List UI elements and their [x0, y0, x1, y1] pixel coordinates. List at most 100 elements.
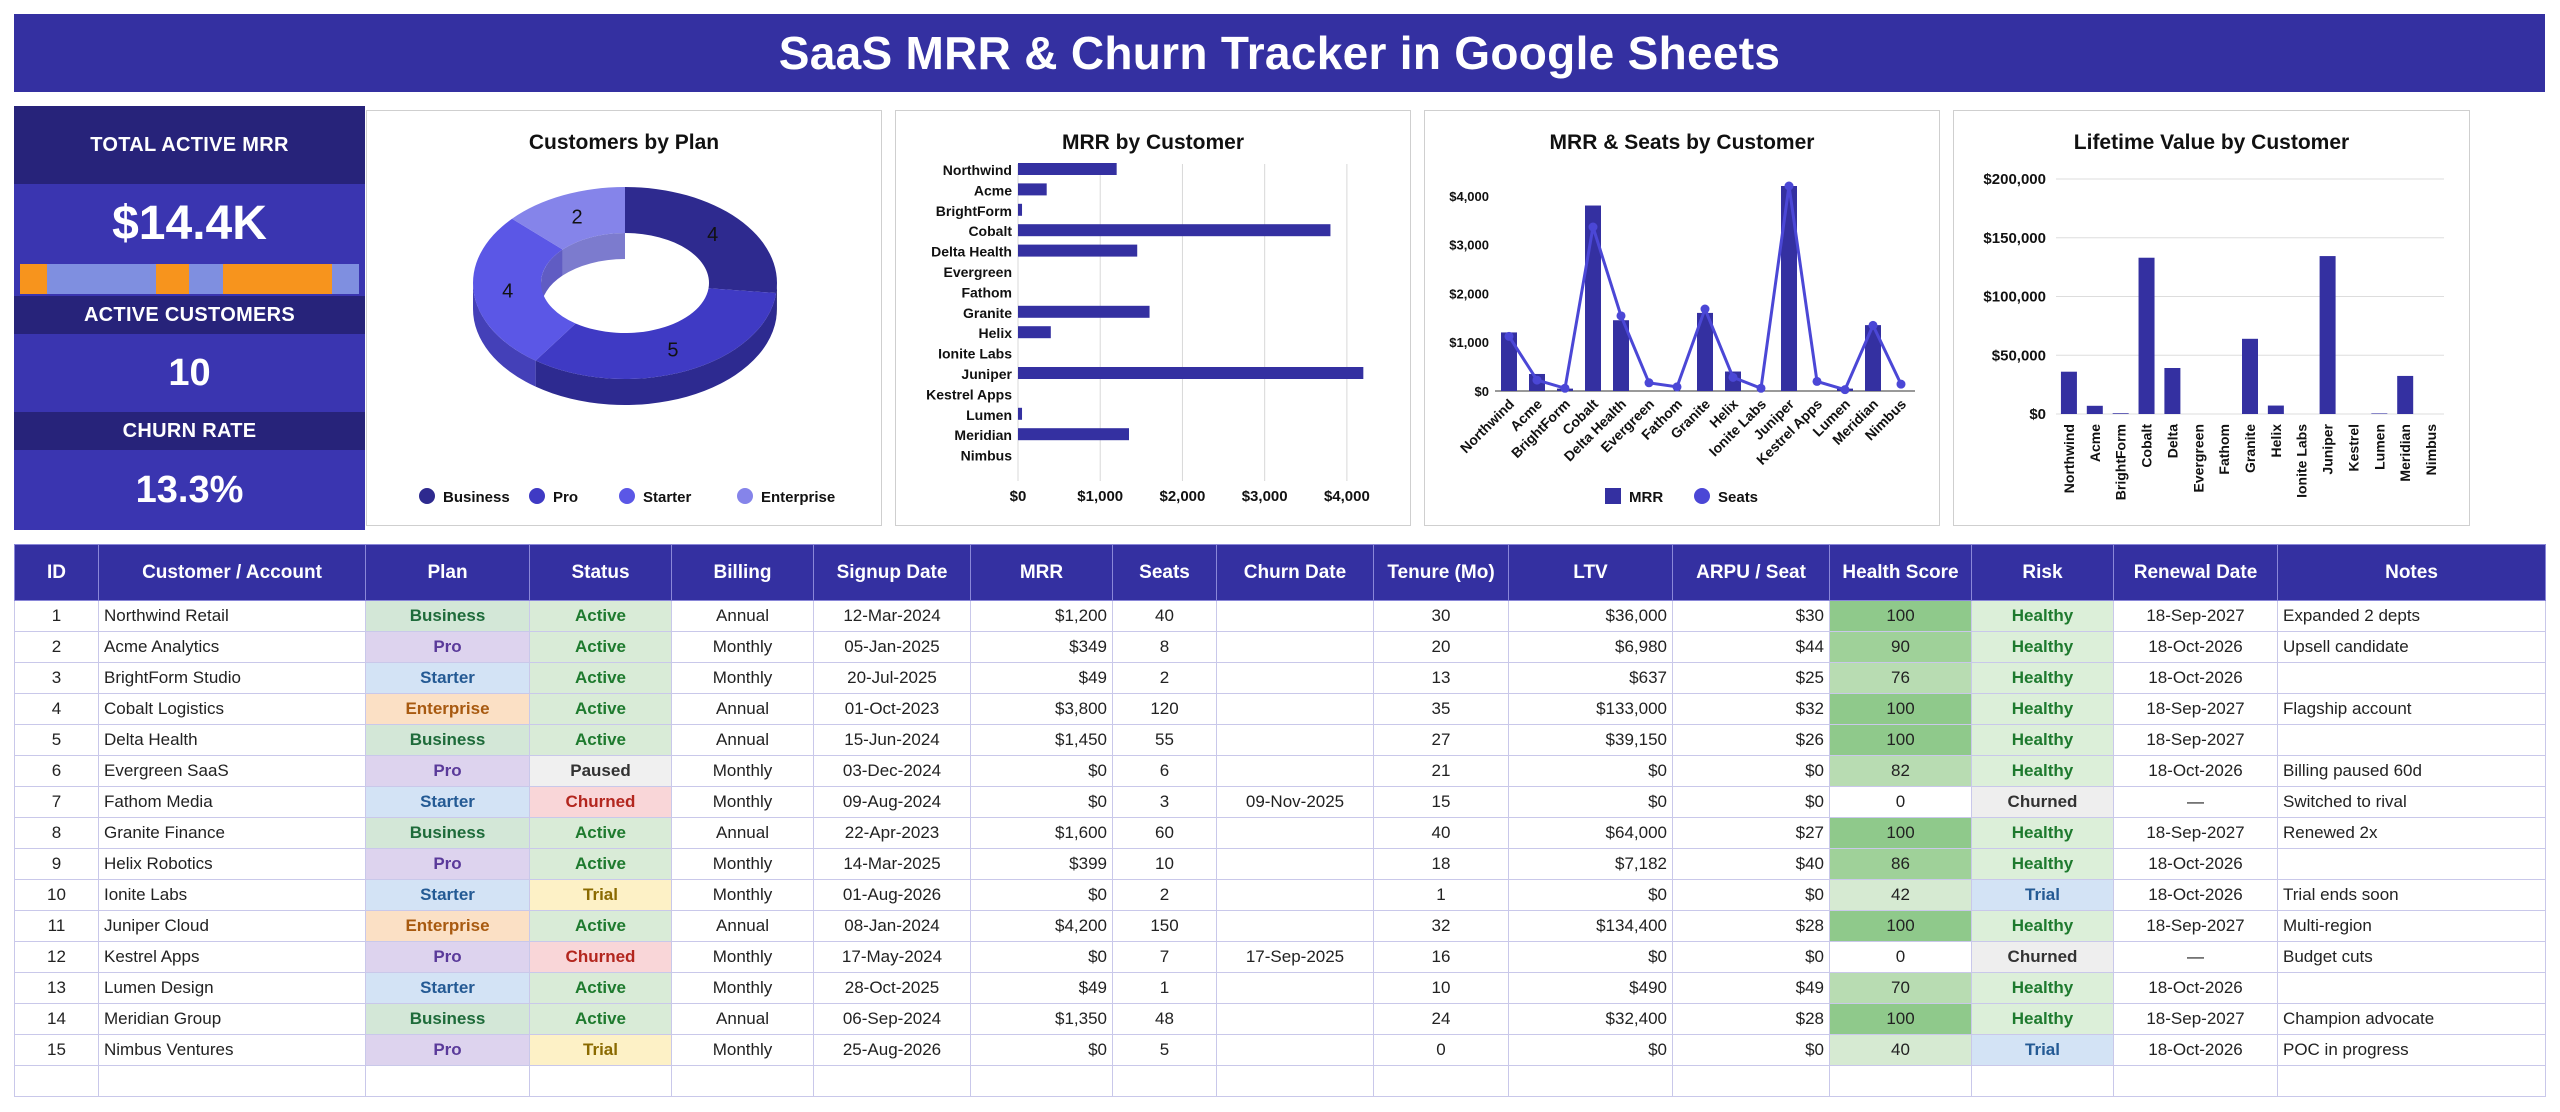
mrr-cell[interactable]: $1,450 — [970, 724, 1113, 756]
status-badge[interactable]: Active — [529, 662, 672, 694]
plan-badge[interactable]: Pro — [365, 755, 530, 787]
status-badge[interactable]: Trial — [529, 1034, 672, 1066]
renewal-date-cell[interactable]: — — [2113, 786, 2278, 818]
mrr-cell[interactable]: $1,600 — [970, 817, 1113, 849]
risk-badge[interactable]: Churned — [1971, 941, 2114, 973]
customer-cell[interactable]: Granite Finance — [98, 817, 366, 849]
risk-badge[interactable]: Healthy — [1971, 972, 2114, 1004]
seats-cell[interactable]: 8 — [1112, 631, 1217, 663]
plan-badge[interactable]: Starter — [365, 879, 530, 911]
churn-date-cell[interactable] — [1216, 631, 1374, 663]
signup-date-cell[interactable]: 01-Aug-2026 — [813, 879, 971, 911]
plan-badge[interactable]: Pro — [365, 848, 530, 880]
table-row[interactable]: 13 Lumen Design Starter Active Monthly 28-Oct… — [14, 972, 2546, 1004]
status-badge[interactable]: Active — [529, 1003, 672, 1035]
churn-date-cell[interactable] — [1216, 972, 1374, 1004]
empty-cell[interactable] — [1508, 1065, 1673, 1097]
plan-badge[interactable]: Starter — [365, 972, 530, 1004]
tenure-cell[interactable]: 16 — [1373, 941, 1509, 973]
tenure-cell[interactable]: 20 — [1373, 631, 1509, 663]
signup-date-cell[interactable]: 14-Mar-2025 — [813, 848, 971, 880]
ltv-cell[interactable]: $637 — [1508, 662, 1673, 694]
arpu-cell[interactable]: $32 — [1672, 693, 1830, 725]
customer-cell[interactable]: Ionite Labs — [98, 879, 366, 911]
table-row[interactable]: 3 BrightForm Studio Starter Active Monthly 20… — [14, 662, 2546, 694]
plan-badge[interactable]: Enterprise — [365, 910, 530, 942]
arpu-cell[interactable]: $25 — [1672, 662, 1830, 694]
id-cell[interactable]: 1 — [14, 600, 99, 632]
plan-badge[interactable]: Enterprise — [365, 693, 530, 725]
customer-cell[interactable]: Helix Robotics — [98, 848, 366, 880]
renewal-date-cell[interactable]: 18-Oct-2026 — [2113, 755, 2278, 787]
empty-cell[interactable] — [14, 1065, 99, 1097]
churn-date-cell[interactable] — [1216, 662, 1374, 694]
notes-cell[interactable]: Flagship account — [2277, 693, 2546, 725]
tenure-cell[interactable]: 24 — [1373, 1003, 1509, 1035]
table-row[interactable]: 2 Acme Analytics Pro Active Monthly 05-Jan-20… — [14, 631, 2546, 663]
health-score-cell[interactable]: 76 — [1829, 662, 1972, 694]
renewal-date-cell[interactable]: — — [2113, 941, 2278, 973]
arpu-cell[interactable]: $0 — [1672, 879, 1830, 911]
churn-date-cell[interactable] — [1216, 910, 1374, 942]
risk-badge[interactable]: Healthy — [1971, 848, 2114, 880]
health-score-cell[interactable]: 40 — [1829, 1034, 1972, 1066]
notes-cell[interactable]: Multi-region — [2277, 910, 2546, 942]
tenure-cell[interactable]: 0 — [1373, 1034, 1509, 1066]
arpu-cell[interactable]: $27 — [1672, 817, 1830, 849]
signup-date-cell[interactable]: 28-Oct-2025 — [813, 972, 971, 1004]
mrr-cell[interactable]: $0 — [970, 879, 1113, 911]
empty-cell[interactable] — [2113, 1065, 2278, 1097]
risk-badge[interactable]: Healthy — [1971, 724, 2114, 756]
notes-cell[interactable] — [2277, 972, 2546, 1004]
risk-badge[interactable]: Trial — [1971, 879, 2114, 911]
status-badge[interactable]: Churned — [529, 786, 672, 818]
billing-cell[interactable]: Annual — [671, 724, 814, 756]
tenure-cell[interactable]: 10 — [1373, 972, 1509, 1004]
ltv-cell[interactable]: $133,000 — [1508, 693, 1673, 725]
mrr-cell[interactable]: $49 — [970, 662, 1113, 694]
renewal-date-cell[interactable]: 18-Oct-2026 — [2113, 662, 2278, 694]
customer-cell[interactable]: Juniper Cloud — [98, 910, 366, 942]
billing-cell[interactable]: Annual — [671, 600, 814, 632]
seats-cell[interactable]: 1 — [1112, 972, 1217, 1004]
billing-cell[interactable]: Monthly — [671, 786, 814, 818]
empty-cell[interactable] — [1112, 1065, 1217, 1097]
mrr-cell[interactable]: $0 — [970, 786, 1113, 818]
tenure-cell[interactable]: 27 — [1373, 724, 1509, 756]
status-badge[interactable]: Active — [529, 848, 672, 880]
id-cell[interactable]: 3 — [14, 662, 99, 694]
billing-cell[interactable]: Annual — [671, 817, 814, 849]
empty-cell[interactable] — [2277, 1065, 2546, 1097]
customer-cell[interactable]: Fathom Media — [98, 786, 366, 818]
notes-cell[interactable] — [2277, 848, 2546, 880]
ltv-cell[interactable]: $0 — [1508, 755, 1673, 787]
plan-badge[interactable]: Pro — [365, 941, 530, 973]
tenure-cell[interactable]: 18 — [1373, 848, 1509, 880]
arpu-cell[interactable]: $30 — [1672, 600, 1830, 632]
billing-cell[interactable]: Monthly — [671, 631, 814, 663]
column-header[interactable]: Seats — [1112, 544, 1217, 601]
customer-cell[interactable]: Meridian Group — [98, 1003, 366, 1035]
seats-cell[interactable]: 120 — [1112, 693, 1217, 725]
status-badge[interactable]: Active — [529, 600, 672, 632]
signup-date-cell[interactable]: 22-Apr-2023 — [813, 817, 971, 849]
tenure-cell[interactable]: 35 — [1373, 693, 1509, 725]
notes-cell[interactable] — [2277, 724, 2546, 756]
arpu-cell[interactable]: $0 — [1672, 1034, 1830, 1066]
tenure-cell[interactable]: 30 — [1373, 600, 1509, 632]
signup-date-cell[interactable]: 08-Jan-2024 — [813, 910, 971, 942]
seats-cell[interactable]: 6 — [1112, 755, 1217, 787]
table-row[interactable]: 1 Northwind Retail Business Active Annual 12-… — [14, 600, 2546, 632]
empty-cell[interactable] — [98, 1065, 366, 1097]
churn-date-cell[interactable] — [1216, 1034, 1374, 1066]
status-badge[interactable]: Active — [529, 817, 672, 849]
health-score-cell[interactable]: 70 — [1829, 972, 1972, 1004]
column-header[interactable]: Risk — [1971, 544, 2114, 601]
id-cell[interactable]: 15 — [14, 1034, 99, 1066]
column-header[interactable]: Status — [529, 544, 672, 601]
billing-cell[interactable]: Annual — [671, 1003, 814, 1035]
empty-cell[interactable] — [1672, 1065, 1830, 1097]
churn-date-cell[interactable] — [1216, 724, 1374, 756]
risk-badge[interactable]: Trial — [1971, 1034, 2114, 1066]
table-row[interactable]: 6 Evergreen SaaS Pro Paused Monthly 03-Dec-20… — [14, 755, 2546, 787]
